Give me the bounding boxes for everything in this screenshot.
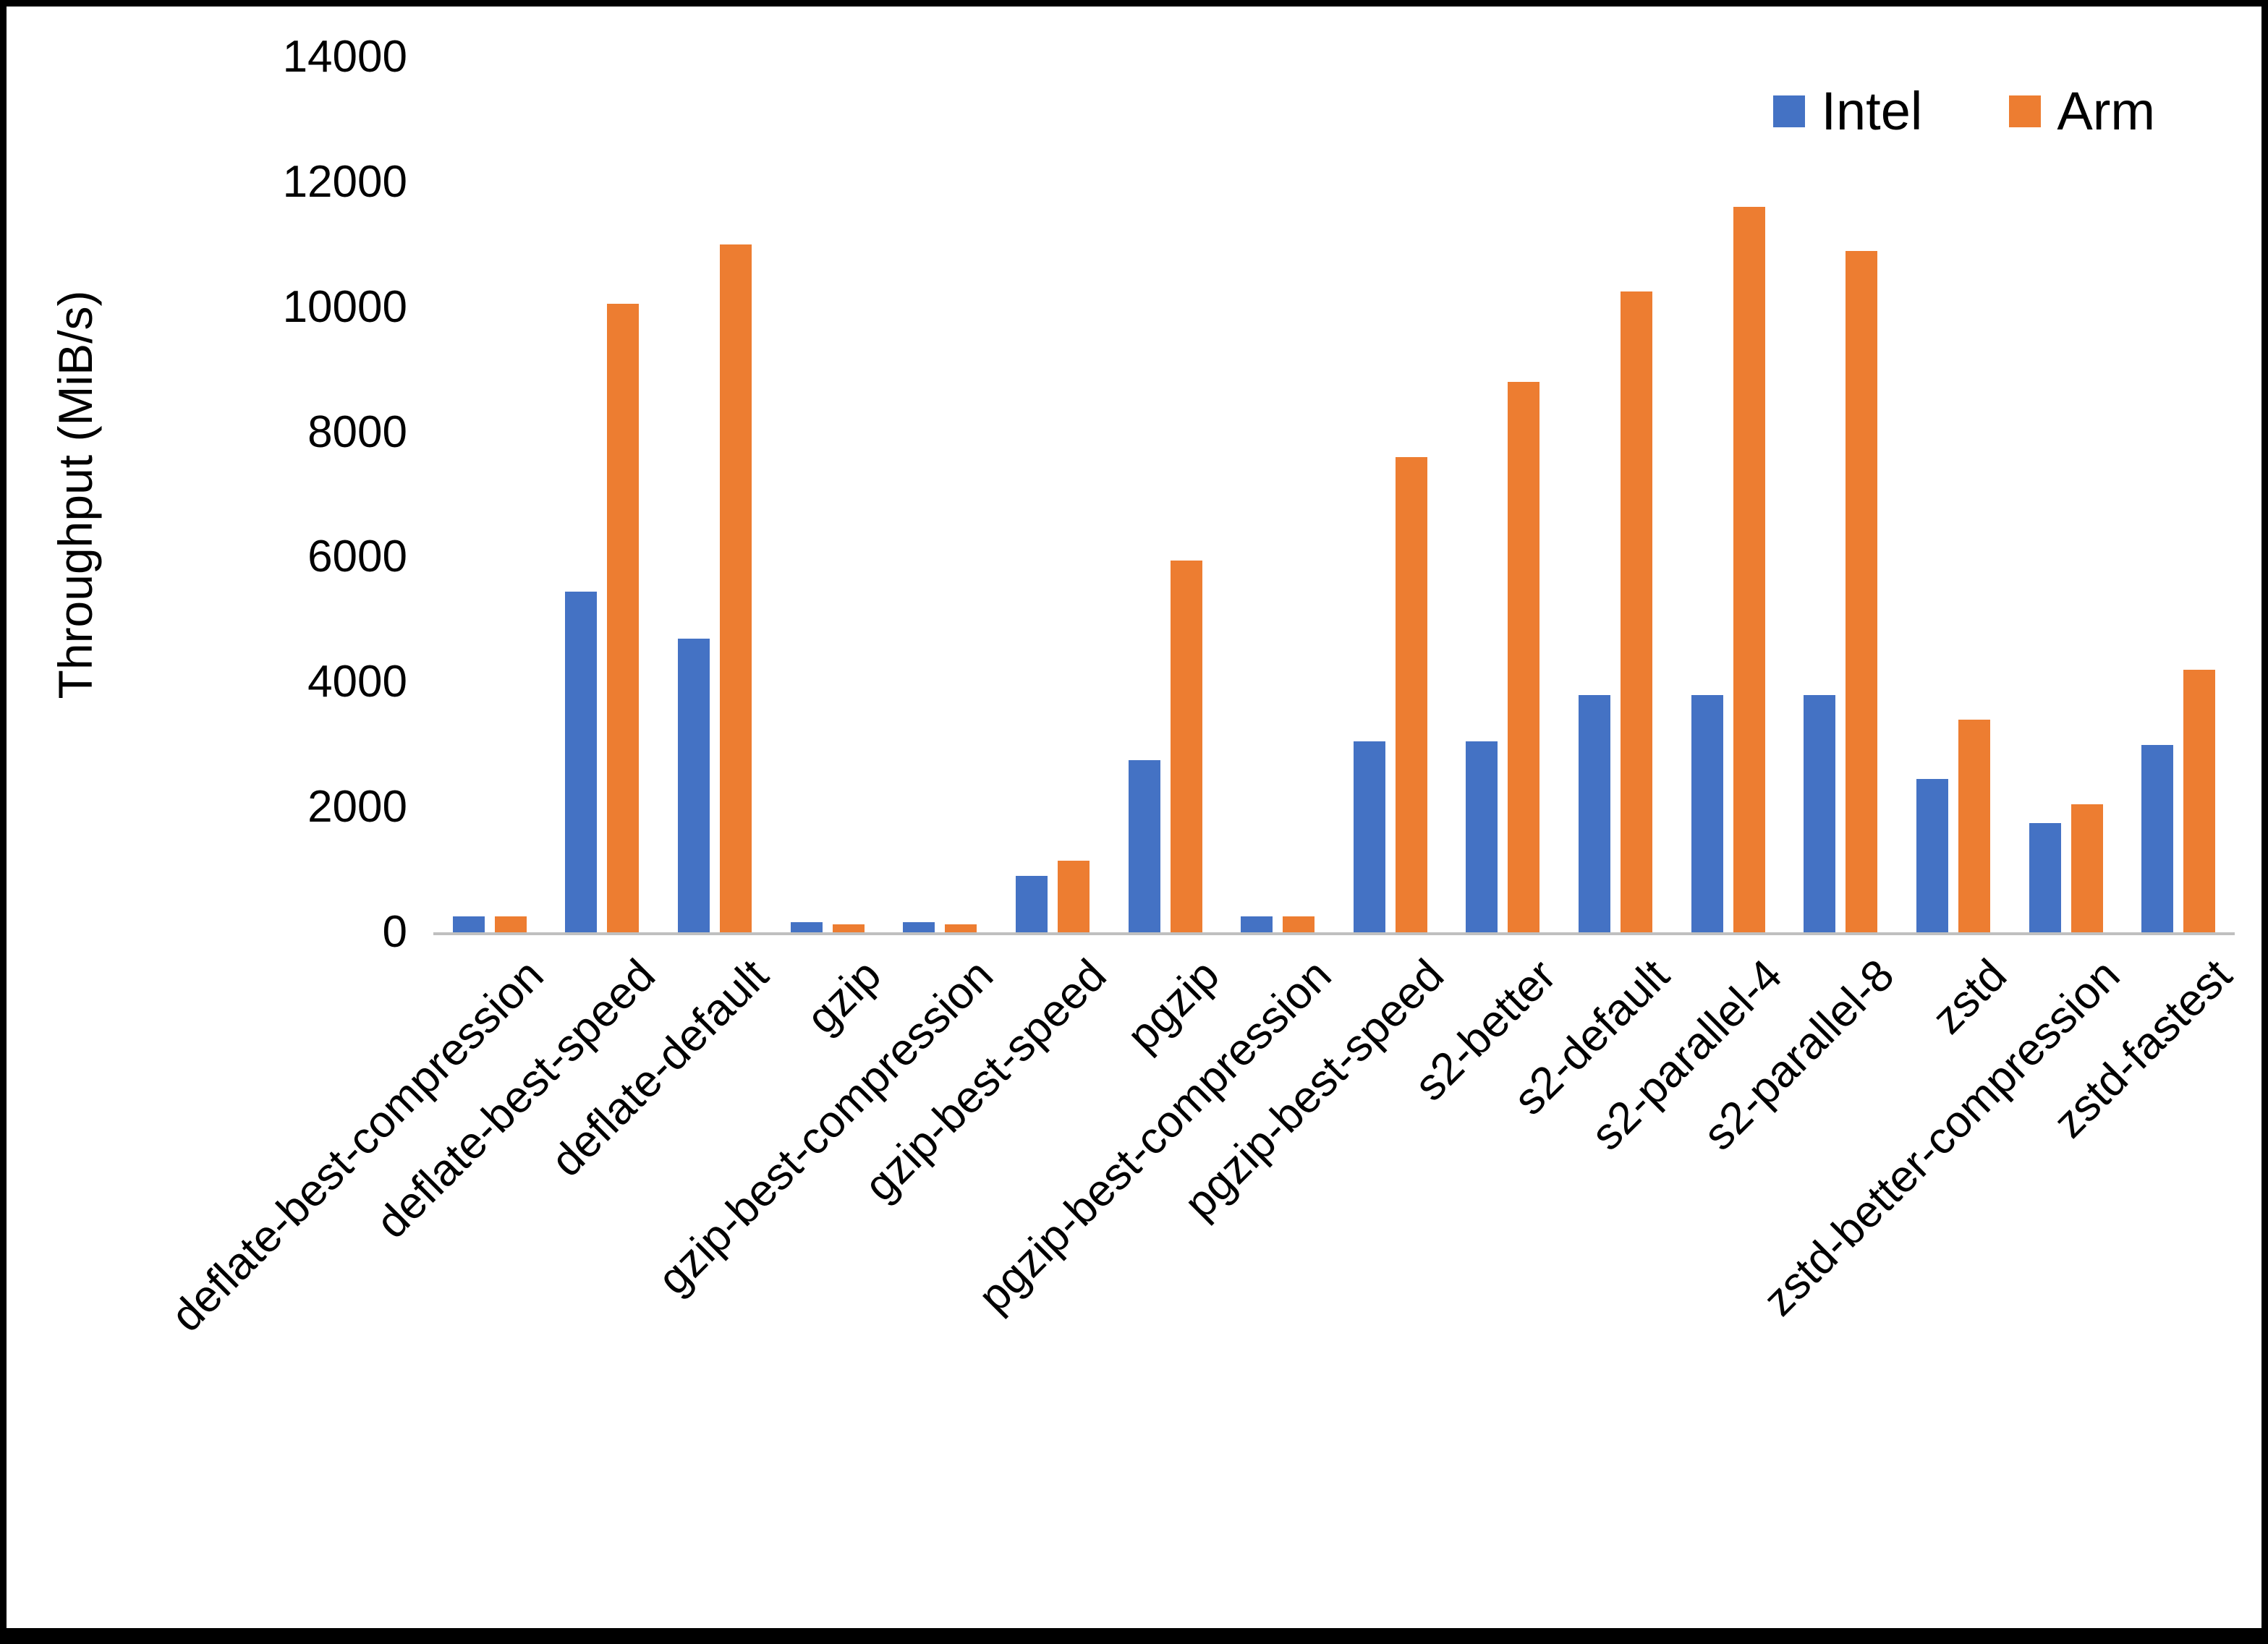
- bar-intel-pgzip-best-speed: [1354, 741, 1385, 932]
- bar-arm-zstd-fastest: [2183, 670, 2215, 932]
- legend-item-intel: Intel: [1773, 85, 1922, 138]
- bar-arm-pgzip-best-compression: [1283, 916, 1314, 932]
- bar-intel-zstd-better-compression: [2029, 823, 2061, 932]
- y-tick-label: 10000: [282, 281, 407, 332]
- bar-intel-zstd-fastest: [2141, 745, 2173, 932]
- y-tick-label: 14000: [282, 32, 407, 82]
- bar-intel-gzip-best-compression: [903, 922, 935, 932]
- bar-intel-gzip-best-speed: [1016, 876, 1048, 932]
- legend: Intel Arm: [1773, 85, 2155, 138]
- bar-intel-s2-default: [1579, 695, 1610, 932]
- bar-intel-deflate-default: [678, 639, 710, 932]
- legend-label: Intel: [1821, 81, 1923, 141]
- bar-intel-pgzip: [1129, 760, 1160, 932]
- bar-arm-pgzip: [1171, 561, 1202, 932]
- bar-arm-gzip-best-speed: [1058, 861, 1090, 932]
- y-axis-title: Throughput (MiB/s): [48, 290, 102, 699]
- bar-intel-s2-parallel-4: [1691, 695, 1723, 932]
- bar-intel-deflate-best-compression: [453, 916, 485, 932]
- bar-arm-zstd-better-compression: [2071, 804, 2103, 932]
- bar-arm-zstd: [1958, 720, 1990, 932]
- bar-arm-pgzip-best-speed: [1396, 457, 1427, 932]
- bar-intel-pgzip-best-compression: [1241, 916, 1273, 932]
- y-tick-label: 12000: [282, 156, 407, 207]
- legend-label: Arm: [2057, 81, 2155, 141]
- bar-arm-s2-parallel-8: [1846, 251, 1877, 932]
- legend-item-arm: Arm: [2009, 85, 2155, 138]
- bar-arm-deflate-best-compression: [495, 916, 527, 932]
- bar-arm-s2-default: [1621, 291, 1652, 932]
- bar-arm-deflate-default: [720, 244, 752, 932]
- bar-arm-gzip: [833, 924, 865, 932]
- x-category-label: gzip: [797, 950, 891, 1044]
- y-tick-label: 8000: [307, 406, 407, 457]
- bar-intel-s2-better: [1466, 741, 1498, 932]
- legend-swatch-icon: [1773, 95, 1806, 127]
- bar-intel-s2-parallel-8: [1804, 695, 1835, 932]
- y-tick-label: 0: [382, 907, 407, 957]
- legend-swatch-icon: [2009, 95, 2042, 127]
- bar-intel-deflate-best-speed: [565, 592, 597, 932]
- bar-arm-deflate-best-speed: [607, 304, 639, 932]
- bar-arm-s2-better: [1508, 382, 1539, 932]
- bar-arm-s2-parallel-4: [1733, 207, 1765, 932]
- y-tick-label: 2000: [307, 782, 407, 832]
- bar-arm-gzip-best-compression: [945, 924, 977, 932]
- bar-intel-zstd: [1916, 779, 1948, 932]
- x-category-label: zstd: [1923, 950, 2017, 1044]
- y-tick-label: 4000: [307, 657, 407, 707]
- y-tick-label: 6000: [307, 532, 407, 582]
- bar-intel-gzip: [791, 922, 823, 932]
- plot-area: Intel Arm 0 2000 4000 6000 8000 10000 12000 1400…: [161, 35, 2241, 1342]
